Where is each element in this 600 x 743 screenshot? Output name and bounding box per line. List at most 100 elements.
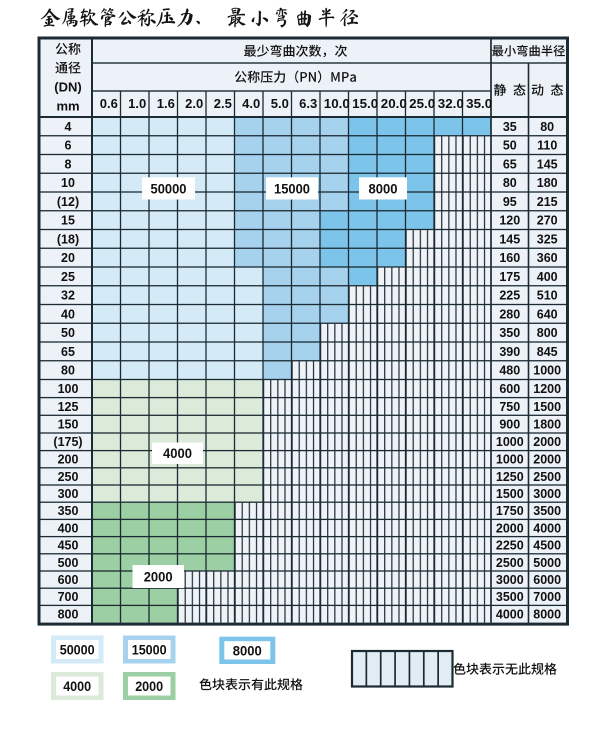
svg-text:2000: 2000: [496, 521, 524, 535]
svg-text:350: 350: [499, 326, 520, 340]
svg-text:8000: 8000: [533, 607, 561, 621]
svg-text:80: 80: [61, 364, 75, 378]
svg-text:4000: 4000: [63, 678, 91, 694]
svg-text:1000: 1000: [533, 364, 561, 378]
svg-text:25.0: 25.0: [409, 96, 435, 111]
svg-text:510: 510: [537, 289, 558, 303]
svg-text:480: 480: [499, 364, 520, 378]
svg-text:600: 600: [499, 382, 520, 396]
svg-text:35.0: 35.0: [466, 96, 492, 111]
svg-text:(12): (12): [57, 195, 79, 209]
svg-text:10: 10: [61, 176, 75, 190]
svg-text:2000: 2000: [135, 678, 163, 694]
svg-text:2000: 2000: [533, 435, 561, 449]
svg-text:450: 450: [58, 539, 79, 553]
svg-text:145: 145: [499, 232, 520, 246]
svg-text:3500: 3500: [496, 590, 524, 604]
svg-text:160: 160: [499, 251, 520, 265]
svg-text:25: 25: [61, 270, 75, 284]
svg-text:360: 360: [537, 251, 558, 265]
svg-text:6: 6: [65, 139, 72, 153]
svg-text:100: 100: [58, 382, 79, 396]
svg-text:390: 390: [499, 345, 520, 359]
svg-text:1250: 1250: [496, 470, 524, 484]
svg-text:35: 35: [503, 120, 517, 134]
svg-text:1800: 1800: [533, 418, 561, 432]
svg-text:6.3: 6.3: [299, 96, 317, 111]
svg-text:20: 20: [61, 251, 75, 265]
svg-text:65: 65: [61, 345, 75, 359]
svg-text:15000: 15000: [132, 641, 167, 657]
svg-text:(18): (18): [57, 232, 79, 246]
svg-text:80: 80: [540, 120, 554, 134]
svg-text:1000: 1000: [496, 435, 524, 449]
svg-text:350: 350: [58, 504, 79, 518]
svg-text:mm: mm: [56, 99, 79, 114]
svg-text:50: 50: [503, 139, 517, 153]
svg-text:50: 50: [61, 326, 75, 340]
svg-text:120: 120: [499, 214, 520, 228]
svg-text:3000: 3000: [533, 487, 561, 501]
svg-text:150: 150: [58, 418, 79, 432]
svg-text:50000: 50000: [60, 641, 95, 657]
svg-text:1750: 1750: [496, 504, 524, 518]
svg-text:4000: 4000: [496, 607, 524, 621]
svg-text:1.6: 1.6: [157, 96, 175, 111]
svg-text:50000: 50000: [151, 180, 187, 196]
svg-text:300: 300: [58, 487, 79, 501]
svg-text:4000: 4000: [533, 521, 561, 535]
svg-text:8: 8: [65, 157, 72, 171]
svg-text:845: 845: [537, 345, 558, 359]
svg-text:125: 125: [58, 400, 79, 414]
svg-text:250: 250: [58, 470, 79, 484]
svg-text:800: 800: [537, 326, 558, 340]
svg-text:1.0: 1.0: [128, 96, 146, 111]
svg-text:175: 175: [499, 270, 520, 284]
svg-text:4.0: 4.0: [242, 96, 260, 111]
svg-text:4500: 4500: [533, 539, 561, 553]
svg-text:4000: 4000: [163, 445, 192, 461]
svg-text:40: 40: [61, 307, 75, 321]
svg-text:215: 215: [537, 195, 558, 209]
svg-text:700: 700: [58, 590, 79, 604]
svg-text:400: 400: [537, 270, 558, 284]
svg-text:900: 900: [499, 418, 520, 432]
svg-text:(175): (175): [53, 435, 82, 449]
svg-text:20.0: 20.0: [381, 96, 407, 111]
svg-text:4: 4: [65, 120, 72, 134]
svg-text:2500: 2500: [533, 470, 561, 484]
svg-text:145: 145: [537, 157, 558, 171]
svg-text:2500: 2500: [496, 556, 524, 570]
svg-text:0.6: 0.6: [100, 96, 118, 111]
svg-text:400: 400: [58, 521, 79, 535]
svg-text:110: 110: [537, 139, 557, 153]
svg-text:2.0: 2.0: [185, 96, 203, 111]
svg-text:32.0: 32.0: [438, 96, 464, 111]
svg-text:15000: 15000: [274, 180, 310, 196]
svg-text:80: 80: [503, 176, 517, 190]
svg-text:10.0: 10.0: [324, 96, 350, 111]
svg-text:1500: 1500: [496, 487, 524, 501]
svg-text:200: 200: [58, 453, 79, 467]
svg-text:1000: 1000: [496, 453, 524, 467]
svg-text:(DN): (DN): [54, 79, 81, 94]
svg-text:65: 65: [503, 157, 517, 171]
svg-text:2000: 2000: [144, 568, 173, 584]
svg-text:2250: 2250: [496, 539, 524, 553]
svg-text:280: 280: [499, 307, 520, 321]
svg-text:95: 95: [503, 195, 517, 209]
svg-text:6000: 6000: [533, 573, 561, 587]
svg-text:640: 640: [537, 307, 558, 321]
svg-text:15: 15: [61, 214, 75, 228]
svg-text:32: 32: [61, 289, 75, 303]
svg-text:325: 325: [537, 232, 558, 246]
svg-text:5.0: 5.0: [271, 96, 289, 111]
svg-text:270: 270: [537, 214, 558, 228]
svg-text:8000: 8000: [233, 642, 262, 658]
svg-text:5000: 5000: [533, 556, 561, 570]
svg-text:15.0: 15.0: [352, 96, 378, 111]
svg-text:7000: 7000: [533, 590, 561, 604]
svg-text:750: 750: [499, 400, 520, 414]
svg-text:800: 800: [58, 607, 79, 621]
svg-text:1200: 1200: [533, 382, 561, 396]
